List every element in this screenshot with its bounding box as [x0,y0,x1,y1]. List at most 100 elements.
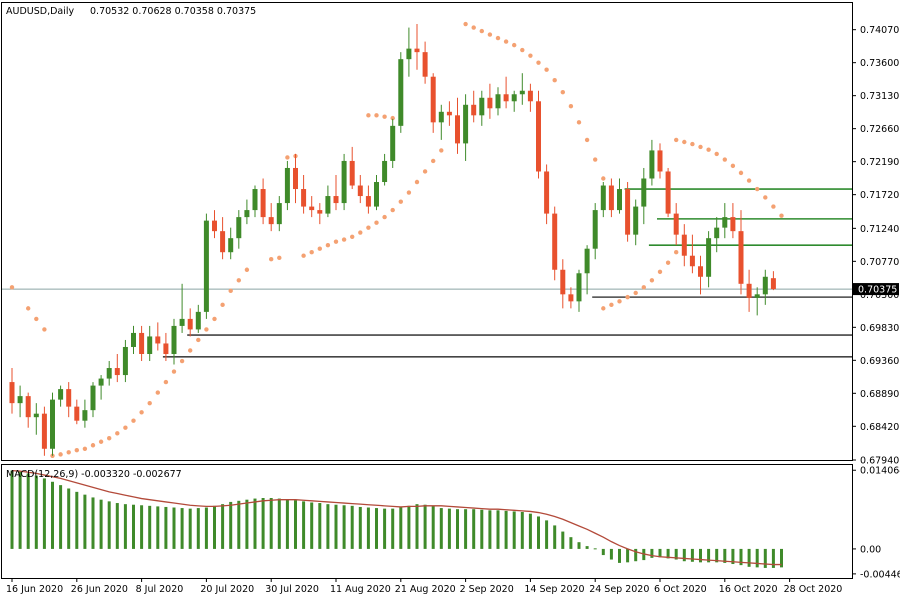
sar-dot [763,195,768,200]
candle [17,385,23,418]
date-axis-label: 26 Jun 2020 [71,584,128,595]
sar-dot [398,199,403,204]
macd-histogram-bar [707,548,711,563]
candle [333,174,339,211]
price-axis-label: 0.71240 [860,224,899,235]
candle [276,196,282,232]
macd-histogram-bar [10,470,14,549]
candle [762,269,768,305]
candle-body [665,171,671,214]
sar-dot [147,400,152,406]
candle-body [187,318,193,330]
sar-dot [682,139,687,145]
sar-dot [471,25,476,30]
candle-body [536,101,541,172]
sar-dot [439,148,444,153]
candle-body [276,203,282,225]
macd-histogram-bar [285,499,289,549]
candle [430,73,436,133]
macd-histogram-bar [67,488,71,549]
candle [309,196,315,218]
candle [66,382,72,418]
sar-dot [163,379,169,385]
sar-dot [171,369,177,374]
macd-histogram-bar [569,537,573,549]
sar-dot [390,115,395,121]
date-axis-label: 30 Jul 2020 [265,584,319,595]
candle-body [301,189,307,207]
candle [382,153,388,186]
sar-dot [641,285,646,290]
sar-dot [285,155,290,160]
candle-body [770,278,776,290]
candle-body [58,389,64,400]
sar-dot [66,450,71,455]
macd-histogram-bar [561,531,565,549]
sar-dot [431,158,436,164]
candle [90,382,96,418]
candle-body [74,406,80,421]
macd-histogram-bar [83,494,87,549]
candle-body [33,413,39,418]
candle [122,339,128,383]
candle-body [212,220,217,232]
candle [228,227,234,260]
macd-histogram-bar [107,501,111,549]
candle [236,210,242,249]
candle-body [179,318,185,326]
macd-histogram-bar [723,548,727,563]
candle-body [41,413,47,449]
price-chart-title: AUDUSD,Daily [6,6,75,17]
sar-dot [115,431,120,436]
candle-body [657,150,663,172]
sar-dot [714,151,719,157]
macd-histogram-bar [302,501,306,549]
candle-body [519,90,525,95]
candle-body [25,396,31,418]
candle-body [325,196,331,214]
date-axis-label: 8 Jul 2020 [136,584,184,595]
candle-body [446,111,452,116]
candle [268,203,274,232]
macd-histogram-bar [609,548,613,560]
candle-body [122,346,128,376]
macd-histogram-bar [350,505,354,549]
sar-dot [374,113,379,118]
sar-dot [479,28,484,34]
candle-body [398,59,404,126]
candle-body [114,368,120,376]
candle-body [730,217,736,232]
macd-histogram-bar [294,500,297,549]
candle-body [689,255,695,267]
sar-dot [520,47,525,53]
candle-body [617,189,622,211]
candle [41,406,47,456]
date-axis-label: 16 Oct 2020 [719,584,778,595]
candle [519,73,525,105]
candle [681,224,687,267]
candle-body [147,336,153,354]
candle-body [681,234,687,256]
macd-histogram-bar [375,508,378,549]
candle-body [90,385,96,411]
sar-dot [601,306,606,311]
candle [357,174,363,204]
candle-body [414,48,420,53]
candle [463,94,469,161]
candle-body [155,336,161,344]
macd-histogram-bar [229,501,233,549]
candle-body [479,97,485,116]
macd-histogram-bar [213,505,216,549]
candle [487,83,493,119]
candle [374,174,379,211]
candle [714,217,720,253]
sar-dot [674,137,679,143]
macd-histogram-bar [407,505,411,549]
macd-histogram-bar [447,508,451,549]
candle-body [495,94,501,109]
macd-histogram-bar [472,509,476,549]
sar-dot [277,255,282,261]
candle-body [293,167,298,190]
candle [50,392,55,456]
